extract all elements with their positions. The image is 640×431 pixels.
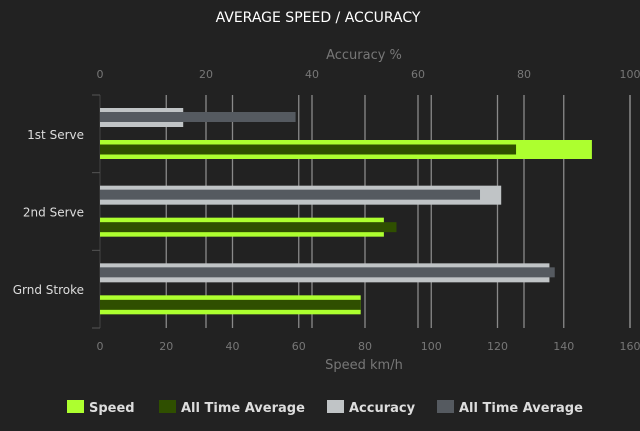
legend-label: All Time Average: [459, 401, 583, 416]
accuracy-tick-label: 60: [411, 68, 425, 81]
speed-average-bar: [100, 300, 361, 310]
speed-tick-label: 160: [620, 340, 640, 353]
accuracy-average-bar: [100, 112, 296, 122]
speed-average-bar: [100, 145, 516, 155]
legend-swatch: [67, 400, 84, 413]
legend-swatch: [159, 400, 176, 413]
accuracy-average-bar: [100, 267, 555, 277]
category-label: 1st Serve: [27, 128, 84, 142]
accuracy-tick-label: 40: [305, 68, 319, 81]
speed-tick-label: 60: [292, 340, 306, 353]
legend-label: All Time Average: [181, 401, 305, 416]
category-label: Grnd Stroke: [13, 283, 84, 297]
speed-tick-label: 80: [358, 340, 372, 353]
chart-title: AVERAGE SPEED / ACCURACY: [216, 10, 421, 26]
legend-label: Accuracy: [349, 401, 416, 416]
speed-tick-label: 140: [553, 340, 574, 353]
speed-tick-label: 0: [97, 340, 104, 353]
accuracy-tick-label: 20: [199, 68, 213, 81]
speed-average-bar: [100, 222, 396, 232]
speed-tick-label: 120: [487, 340, 508, 353]
top-axis-label: Accuracy %: [326, 48, 402, 63]
legend-swatch: [327, 400, 344, 413]
legend-swatch: [437, 400, 454, 413]
accuracy-average-bar: [100, 190, 480, 200]
category-label: 2nd Serve: [23, 206, 84, 220]
bottom-axis-label: Speed km/h: [325, 358, 403, 373]
accuracy-tick-label: 80: [517, 68, 531, 81]
accuracy-tick-label: 0: [97, 68, 104, 81]
speed-tick-label: 100: [421, 340, 442, 353]
legend-label: Speed: [89, 401, 135, 416]
speed-tick-label: 40: [226, 340, 240, 353]
speed-tick-label: 20: [159, 340, 173, 353]
accuracy-tick-label: 100: [620, 68, 640, 81]
